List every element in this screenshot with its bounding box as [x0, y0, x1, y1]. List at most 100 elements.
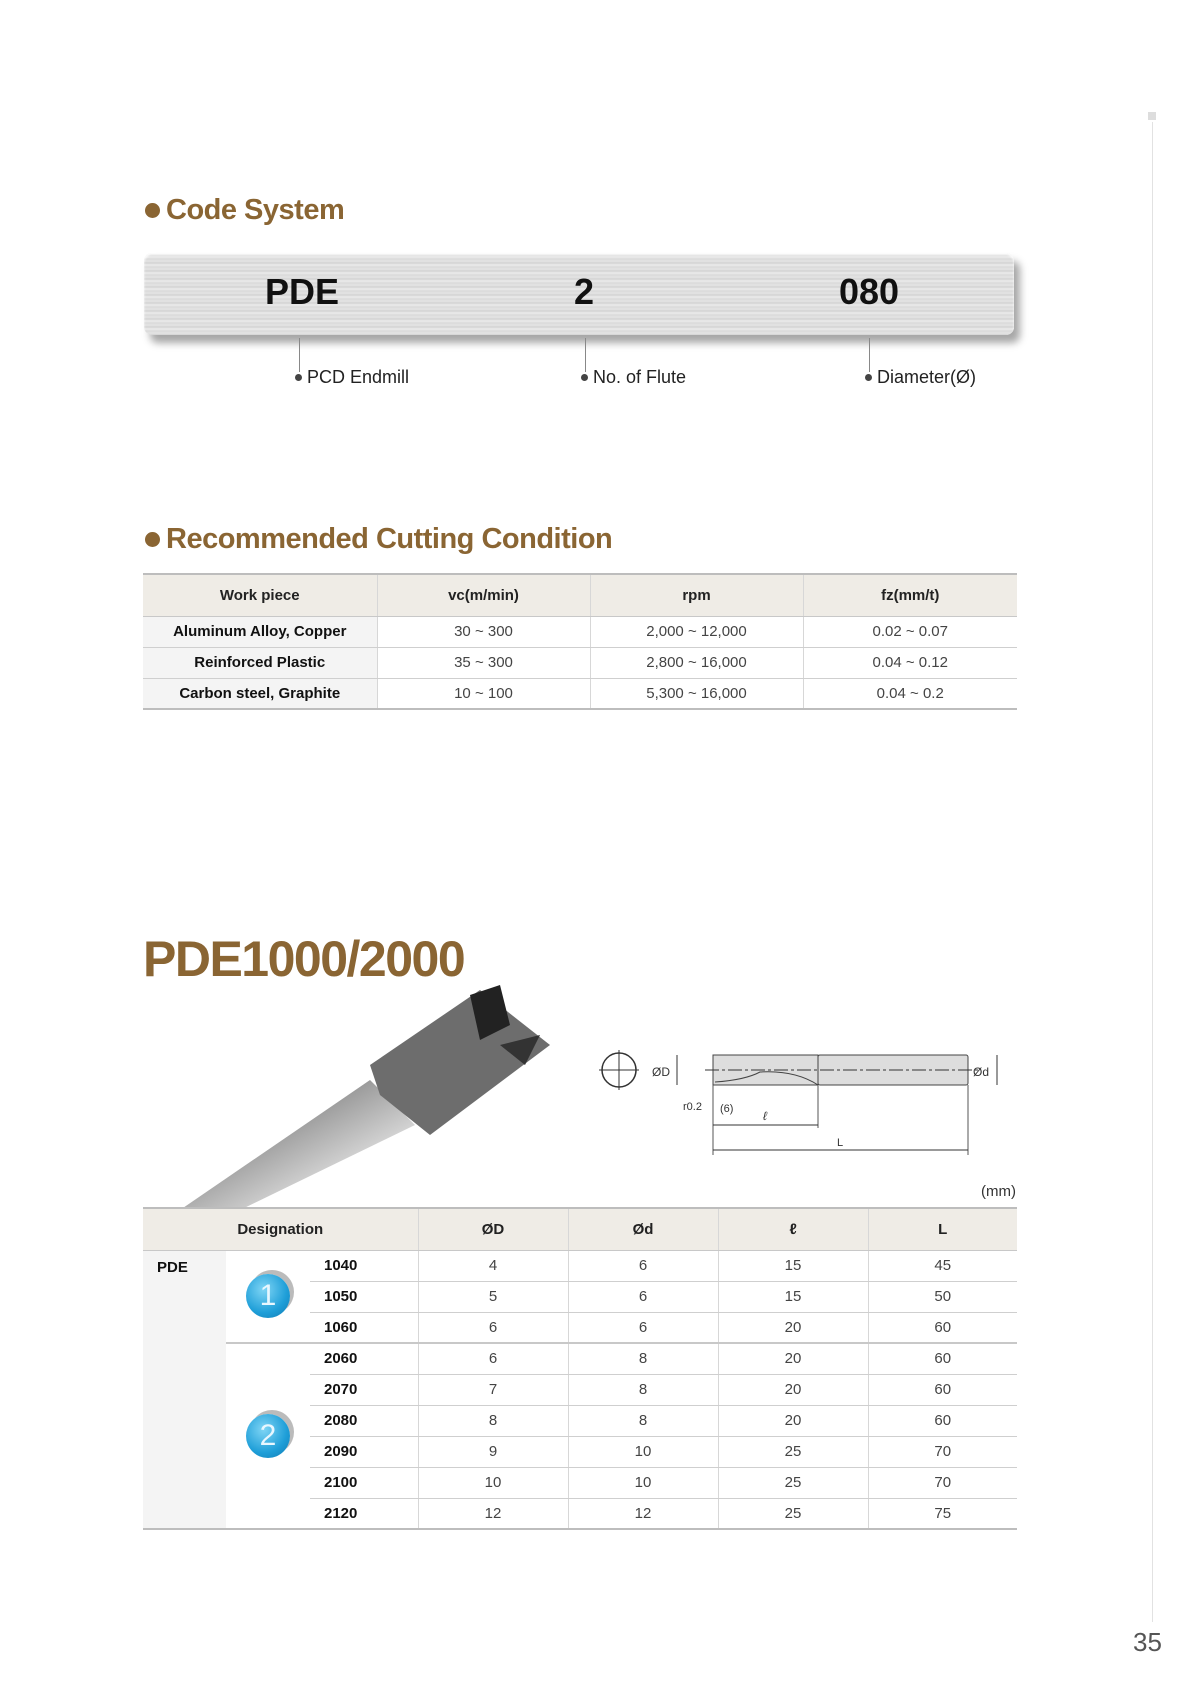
- cell-value: 8: [418, 1405, 569, 1437]
- code-bar: PDE 2 080: [144, 253, 1014, 335]
- cell-value: 45: [868, 1250, 1017, 1282]
- radius-label: r0.2: [683, 1101, 702, 1113]
- product-title: PDE1000/2000: [143, 931, 466, 987]
- designation-code: 1060: [310, 1312, 419, 1344]
- col-header: Work piece: [143, 573, 378, 617]
- cell-value: 60: [868, 1405, 1017, 1437]
- group-badge-icon: 2: [246, 1414, 290, 1458]
- code-system-heading: Code System: [145, 194, 345, 227]
- col-header: Designation: [143, 1207, 419, 1251]
- L-label: L: [837, 1137, 843, 1149]
- cell-value: 7: [418, 1374, 569, 1406]
- cell-value: 4: [418, 1250, 569, 1282]
- leader-line: [585, 338, 586, 372]
- cell-value: 25: [718, 1436, 869, 1468]
- table-row: 2120 12 12 25 75: [143, 1498, 1017, 1530]
- cell-value: 6: [568, 1312, 719, 1344]
- col-header: Ød: [568, 1207, 719, 1251]
- code-part-series: PDE: [265, 271, 340, 312]
- series-label: PDE: [143, 1250, 226, 1530]
- page-number: 35: [1133, 1627, 1162, 1657]
- six-label: (6): [720, 1103, 733, 1115]
- cell-value: 75: [868, 1498, 1017, 1530]
- dimension-drawing: ØD Ød r0.2 (6) ℓ L: [599, 1050, 998, 1155]
- designation-code: 2080: [310, 1405, 419, 1437]
- table-row: 2100 10 10 25 70: [143, 1467, 1017, 1499]
- code-part-diameter: 080: [839, 271, 900, 312]
- tool-photo: [180, 985, 550, 1210]
- cell-value: 6: [418, 1343, 569, 1375]
- cell-value: 5: [418, 1281, 569, 1313]
- cell-value: 60: [868, 1343, 1017, 1375]
- group-badge-icon: 1: [246, 1274, 290, 1319]
- cutting-heading: Recommended Cutting Condition: [145, 523, 613, 556]
- cell-value: 70: [868, 1467, 1017, 1499]
- cell-value: 9: [418, 1436, 569, 1468]
- col-header: L: [868, 1207, 1017, 1251]
- designation-code: 2070: [310, 1374, 419, 1406]
- designation-code: 1050: [310, 1281, 419, 1313]
- od-label: ØD: [652, 1065, 670, 1079]
- designation-code: 2120: [310, 1498, 419, 1530]
- table-row: 2080 8 8 20 60: [143, 1405, 1017, 1437]
- cell-value: 6: [568, 1281, 719, 1313]
- cutting-table: Work piece vc(m/min) rpm fz(mm/t) Aluminum …: [143, 573, 1017, 710]
- margin-line: [1152, 122, 1153, 1622]
- cell-value: 8: [568, 1374, 719, 1406]
- cell-value: 12: [418, 1498, 569, 1530]
- cell-value: 25: [718, 1467, 869, 1499]
- group-2: 2: [226, 1343, 310, 1530]
- designation-code: 2090: [310, 1436, 419, 1468]
- unit-label: (mm): [981, 1183, 1016, 1200]
- col-header: fz(mm/t): [803, 573, 1017, 617]
- cell-value: 10: [568, 1436, 719, 1468]
- label-diameter: Diameter(Ø): [865, 367, 976, 388]
- sd-label: Ød: [973, 1065, 989, 1079]
- cell-value: 6: [418, 1312, 569, 1344]
- cell-value: 8: [568, 1343, 719, 1375]
- cell-value: 10: [418, 1467, 569, 1499]
- cell-value: 6: [568, 1250, 719, 1282]
- cell-value: 20: [718, 1312, 869, 1344]
- cell-value: 25: [718, 1498, 869, 1530]
- cell-value: 20: [718, 1343, 869, 1375]
- table-row: Aluminum Alloy, Copper 30 ~ 300 2,000 ~ 12…: [143, 616, 1017, 648]
- col-header: rpm: [590, 573, 804, 617]
- code-part-flute: 2: [574, 271, 595, 312]
- margin-marker: [1148, 112, 1156, 120]
- designation-code: 2100: [310, 1467, 419, 1499]
- table-row: PDE 1 1040 4 6 15 45: [143, 1250, 1017, 1530]
- col-header: vc(m/min): [377, 573, 591, 617]
- table-row: 1050 5 6 15 50: [143, 1281, 1017, 1313]
- heading-text: Code System: [166, 194, 345, 226]
- l-label: ℓ: [763, 1109, 768, 1123]
- table-row: 1060 6 6 20 60: [143, 1312, 1017, 1344]
- label-flute: No. of Flute: [581, 367, 686, 388]
- table-row: 2 2060 6 8 20 60: [143, 1343, 1017, 1530]
- cell-value: 20: [718, 1405, 869, 1437]
- cell-value: 10: [568, 1467, 719, 1499]
- cell-value: 70: [868, 1436, 1017, 1468]
- col-header: ØD: [418, 1207, 569, 1251]
- cell-value: 50: [868, 1281, 1017, 1313]
- designation-code: 2060: [310, 1343, 419, 1375]
- leader-line: [869, 338, 870, 372]
- dimension-table: Designation ØD Ød ℓ L PDE 1 1040 4 6 15 45 1050 5 6 15…: [143, 1207, 1017, 1530]
- label-pcd-endmill: PCD Endmill: [295, 367, 409, 388]
- table-row: Reinforced Plastic 35 ~ 300 2,800 ~ 16,000…: [143, 647, 1017, 679]
- heading-text: Recommended Cutting Condition: [166, 523, 613, 555]
- group-1: 1: [226, 1250, 310, 1344]
- table-row: Carbon steel, Graphite 10 ~ 100 5,300 ~ 16…: [143, 678, 1017, 710]
- cell-value: 20: [718, 1374, 869, 1406]
- cell-value: 12: [568, 1498, 719, 1530]
- designation-code: 1040: [310, 1250, 419, 1282]
- cell-value: 15: [718, 1250, 869, 1282]
- table-row: 2090 9 10 25 70: [143, 1436, 1017, 1468]
- leader-line: [299, 338, 300, 372]
- cell-value: 8: [568, 1405, 719, 1437]
- cell-value: 15: [718, 1281, 869, 1313]
- col-header: ℓ: [718, 1207, 869, 1251]
- table-row: 2070 7 8 20 60: [143, 1374, 1017, 1406]
- cell-value: 60: [868, 1374, 1017, 1406]
